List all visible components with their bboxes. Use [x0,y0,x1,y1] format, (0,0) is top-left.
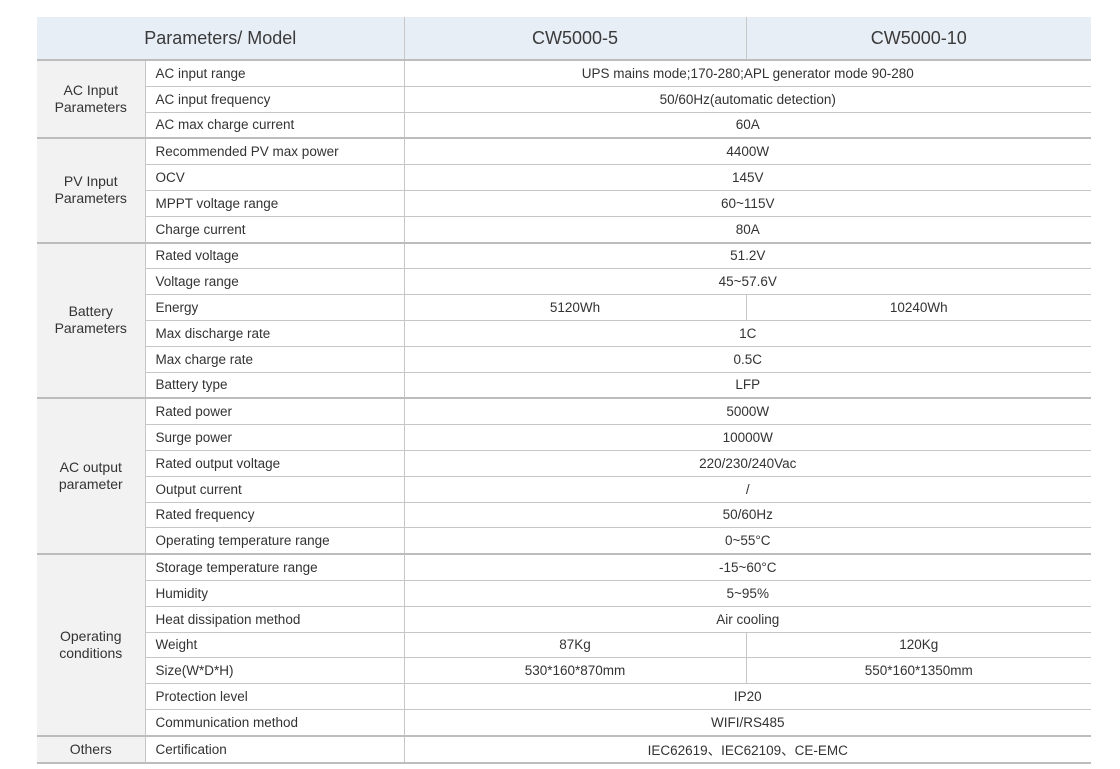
parameter-value: IEC62619、IEC62109、CE-EMC [404,735,1091,764]
table-row: Max charge rate 0.5C [37,346,1091,373]
parameter-name: Surge power [145,424,405,451]
table-row: Max discharge rate 1C [37,320,1091,347]
table-row: PV Input Parameters Recommended PV max pow… [37,138,1091,244]
table-row: AC input frequency 50/60Hz(automatic dete… [37,86,1091,113]
table-row: Operating temperature range 0~55°C [37,527,1091,556]
parameter-value: UPS mains mode;170-280;APL generator mod… [404,60,1091,87]
parameter-value: 50/60Hz [404,502,1091,529]
parameter-value: 60~115V [404,190,1091,217]
parameter-name: Certification [145,735,405,764]
parameter-name: Operating temperature range [145,527,405,556]
parameter-name: Voltage range [145,268,405,296]
group-label: AC output parameter [37,398,146,556]
parameter-name: Output current [145,476,405,503]
table-row: Output current / [37,476,1091,503]
parameter-value: Air cooling [404,606,1091,633]
parameter-value: 220/230/240Vac [404,450,1091,477]
table-row: Others Certification IEC62619、IEC62109、CE-… [37,735,1091,764]
parameter-name: Rated voltage [145,242,405,270]
parameter-value: 10000W [404,424,1091,451]
parameter-value: LFP [404,372,1091,400]
parameter-name: Energy [145,294,405,321]
parameter-value: 0~55°C [404,527,1091,556]
parameter-name: Weight [145,632,405,659]
parameter-name: Storage temperature range [145,554,405,581]
parameter-value: 4400W [404,138,1091,166]
group-label: PV Input Parameters [37,138,146,244]
table-row: Energy 5120Wh 10240Wh [37,294,1091,321]
parameter-name: Charge current [145,216,405,244]
table-row: Surge power 10000W [37,424,1091,451]
parameter-value: 5~95% [404,580,1091,607]
table-row: Humidity 5~95% [37,580,1091,607]
table-row: Heat dissipation method Air cooling [37,606,1091,633]
parameter-name: AC input frequency [145,86,405,113]
model-header: CW5000-5 [404,17,747,61]
table-row: Battery type LFP [37,372,1091,400]
parameter-value: 5120Wh [404,294,747,321]
table-row: AC max charge current 60A [37,112,1091,140]
parameter-name: Communication method [145,709,405,737]
parameter-value: 51.2V [404,242,1091,270]
group-label: Battery Parameters [37,242,146,400]
parameter-value: 50/60Hz(automatic detection) [404,86,1091,113]
parameter-value: 1C [404,320,1091,347]
model-header: CW5000-10 [746,17,1091,61]
group-label: AC Input Parameters [37,60,146,140]
parameter-name: Heat dissipation method [145,606,405,633]
table-row: Weight 87Kg 120Kg [37,632,1091,659]
parameter-value: 120Kg [746,632,1091,659]
parameter-value: / [404,476,1091,503]
table-row: Charge current 80A [37,216,1091,244]
parameter-value: -15~60°C [404,554,1091,581]
parameter-name: Protection level [145,683,405,710]
parameter-value: 5000W [404,398,1091,426]
group-label: Operating conditions [37,554,146,737]
parameter-value: 10240Wh [746,294,1091,321]
parameter-name: Recommended PV max power [145,138,405,166]
parameter-value: 87Kg [404,632,747,659]
parameter-value: 0.5C [404,346,1091,373]
parameter-name: Max charge rate [145,346,405,373]
table-row: Rated frequency 50/60Hz [37,502,1091,529]
table-row: Voltage range 45~57.6V [37,268,1091,296]
spec-body: AC Input Parameters AC input range UPS main… [37,60,1091,764]
parameter-value: 530*160*870mm [404,657,747,685]
parameter-name: Rated output voltage [145,450,405,477]
parameter-value: 45~57.6V [404,268,1091,296]
parameter-value: 145V [404,164,1091,191]
header-row: Parameters/ Model CW5000-5 CW5000-10 [37,17,1091,61]
table-row: AC Input Parameters AC input range UPS main… [37,60,1091,140]
table-row: AC output parameter Rated power 5000W [37,398,1091,556]
parameter-name: Rated frequency [145,502,405,529]
parameter-value: 80A [404,216,1091,244]
table-row: Communication method WIFI/RS485 [37,709,1091,737]
parameter-name: AC input range [145,60,405,87]
group-label: Others [37,735,146,764]
parameter-name: OCV [145,164,405,191]
parameter-value: IP20 [404,683,1091,710]
table-row: MPPT voltage range 60~115V [37,190,1091,217]
parameter-value: 60A [404,112,1091,140]
parameter-name: Battery type [145,372,405,400]
parameter-name: AC max charge current [145,112,405,140]
parameter-name: Max discharge rate [145,320,405,347]
parameter-name: Humidity [145,580,405,607]
parameter-name: MPPT voltage range [145,190,405,217]
table-row: Size(W*D*H) 530*160*870mm 550*160*1350mm [37,657,1091,685]
table-row: Operating conditions Storage temperature r… [37,554,1091,737]
table-row: Battery Parameters Rated voltage 51.2V [37,242,1091,400]
parameter-value: 550*160*1350mm [746,657,1091,685]
parameters-model-header: Parameters/ Model [37,17,405,61]
parameter-value: WIFI/RS485 [404,709,1091,737]
parameter-name: Size(W*D*H) [145,657,405,685]
parameter-name: Rated power [145,398,405,426]
spec-table: Parameters/ Model CW5000-5 CW5000-10 AC … [37,17,1091,764]
table-row: Protection level IP20 [37,683,1091,710]
table-row: OCV 145V [37,164,1091,191]
table-row: Rated output voltage 220/230/240Vac [37,450,1091,477]
